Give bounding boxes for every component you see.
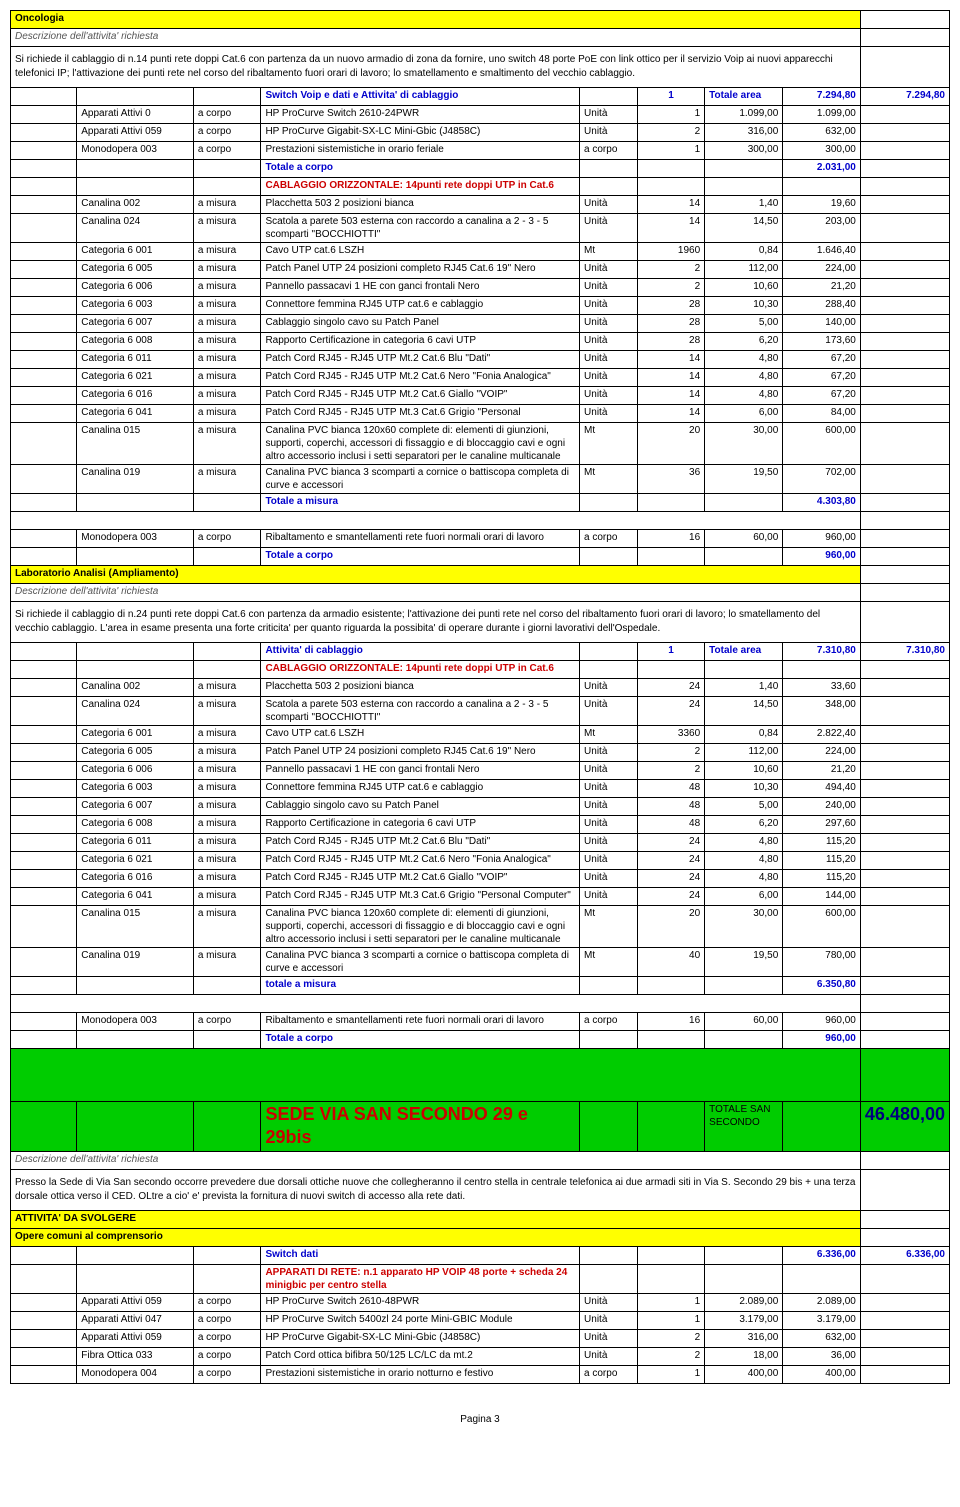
page-footer: Pagina 3 [10,1414,950,1425]
main-table: OncologiaDescrizione dell'attivita' rich… [10,10,950,1384]
